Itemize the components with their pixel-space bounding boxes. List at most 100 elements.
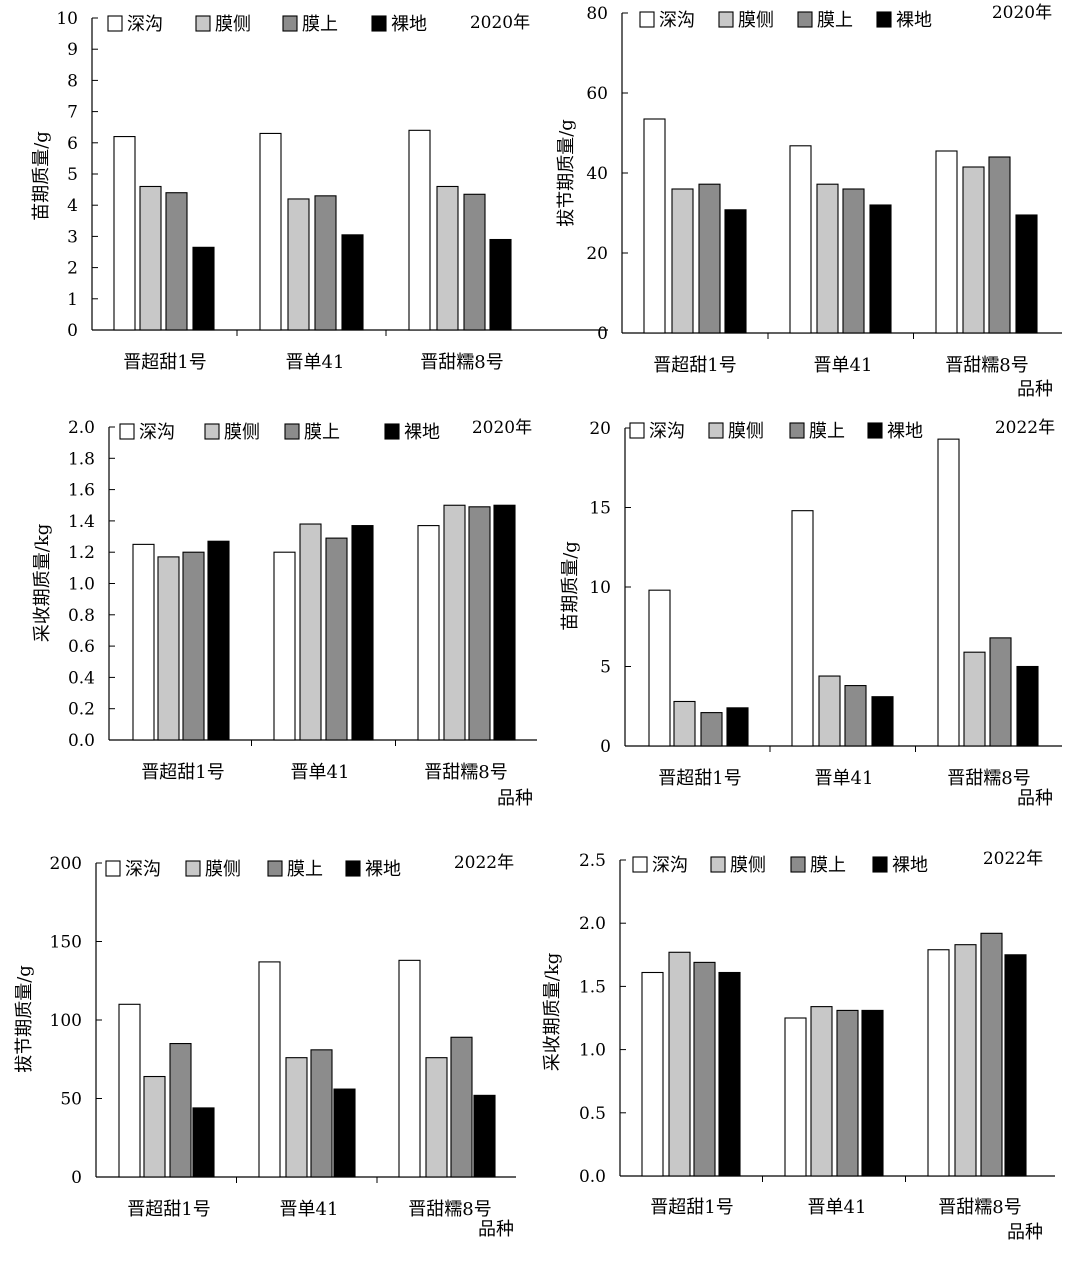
y-tick-label: 5 — [67, 165, 78, 185]
x-tick-label: 晋甜糯8号 — [938, 1197, 1021, 1218]
year-label: 2022年 — [983, 849, 1043, 869]
y-tick-label: 2.0 — [579, 914, 606, 934]
legend-label-裸地: 裸地 — [892, 855, 928, 876]
x-tick-label: 晋超甜1号 — [653, 355, 736, 376]
x-tick-label: 晋超甜1号 — [650, 1197, 733, 1218]
bar-膜上-晋单41 — [844, 685, 867, 747]
legend-label-深沟: 深沟 — [649, 421, 685, 442]
y-tick-label: 3 — [67, 227, 78, 247]
bar-膜上-晋超甜1号 — [693, 961, 716, 1177]
bar-膜侧-晋单41 — [818, 675, 841, 747]
legend-label-膜上: 膜上 — [817, 10, 853, 31]
bar-裸地-晋甜糯8号 — [493, 504, 516, 741]
x-tick-label: 晋超甜1号 — [123, 352, 206, 373]
legend-swatch-裸地 — [345, 860, 361, 877]
bar-深沟-晋单41 — [258, 961, 281, 1178]
bar-深沟-晋单41 — [273, 551, 296, 741]
y-tick-label: 10 — [589, 578, 611, 598]
y-tick-label: 0.8 — [68, 606, 95, 626]
year-label: 2022年 — [454, 853, 514, 873]
bar-膜侧-晋甜糯8号 — [436, 185, 459, 331]
bar-深沟-晋单41 — [259, 132, 282, 331]
legend-label-膜侧: 膜侧 — [730, 855, 766, 876]
legend-swatch-膜侧 — [718, 11, 734, 28]
bar-膜上-晋甜糯8号 — [450, 1036, 473, 1178]
legend-label-深沟: 深沟 — [127, 14, 163, 35]
bar-膜上-晋甜糯8号 — [988, 156, 1011, 334]
y-tick-label: 2.0 — [68, 418, 95, 438]
bar-裸地-晋超甜1号 — [192, 246, 215, 331]
x-axis-title: 品种 — [1017, 379, 1053, 400]
y-tick-label: 6 — [67, 134, 78, 154]
legend-swatch-深沟 — [629, 422, 645, 439]
legend-label-膜上: 膜上 — [810, 855, 846, 876]
legend-swatch-膜侧 — [710, 856, 726, 873]
legend-swatch-裸地 — [872, 856, 888, 873]
bar-深沟-晋甜糯8号 — [927, 949, 950, 1177]
bar-裸地-晋超甜1号 — [726, 707, 749, 747]
legend-label-膜侧: 膜侧 — [728, 421, 764, 442]
x-axis-title: 品种 — [478, 1219, 514, 1240]
bar-膜侧-晋甜糯8号 — [425, 1057, 448, 1178]
y-tick-label: 1.0 — [68, 575, 95, 595]
bar-深沟-晋超甜1号 — [113, 136, 136, 331]
bar-膜上-晋甜糯8号 — [980, 932, 1003, 1177]
bar-膜侧-晋超甜1号 — [143, 1075, 166, 1178]
bar-深沟-晋甜糯8号 — [935, 150, 958, 334]
bar-膜侧-晋单41 — [810, 1006, 833, 1177]
bar-裸地-晋超甜1号 — [724, 209, 747, 334]
y-tick-label: 0.2 — [68, 700, 95, 720]
y-tick-label: 40 — [586, 164, 608, 184]
bar-膜侧-晋超甜1号 — [671, 188, 694, 334]
bar-裸地-晋单41 — [861, 1009, 884, 1177]
legend-swatch-深沟 — [639, 11, 655, 28]
bar-膜侧-晋超甜1号 — [157, 556, 180, 741]
x-tick-label: 晋超甜1号 — [141, 762, 224, 783]
legend-swatch-深沟 — [107, 15, 123, 32]
bar-裸地-晋甜糯8号 — [1015, 214, 1038, 334]
y-tick-label: 10 — [56, 9, 78, 29]
legend-swatch-膜上 — [790, 856, 806, 873]
x-tick-label: 晋单41 — [815, 768, 874, 789]
x-tick-label: 晋甜糯8号 — [420, 352, 503, 373]
y-tick-label: 1 — [67, 290, 78, 310]
legend-label-膜上: 膜上 — [809, 421, 845, 442]
x-tick-label: 晋单41 — [808, 1197, 867, 1218]
legend-label-裸地: 裸地 — [404, 422, 440, 443]
x-tick-label: 晋甜糯8号 — [947, 768, 1030, 789]
bar-裸地-晋单41 — [869, 204, 892, 334]
legend-swatch-膜上 — [797, 11, 813, 28]
bar-膜侧-晋甜糯8号 — [443, 504, 466, 741]
x-tick-label: 晋甜糯8号 — [424, 762, 507, 783]
bar-深沟-晋单41 — [784, 1017, 807, 1177]
bar-膜上-晋单41 — [314, 195, 337, 331]
legend-label-膜侧: 膜侧 — [738, 10, 774, 31]
x-tick-label: 晋单41 — [814, 355, 873, 376]
y-axis-title: 拔节期质量/g — [14, 965, 35, 1073]
x-axis-title: 品种 — [1007, 1222, 1043, 1243]
y-tick-label: 1.0 — [579, 1041, 606, 1061]
bar-膜侧-晋甜糯8号 — [962, 166, 985, 334]
legend-label-膜上: 膜上 — [287, 859, 323, 880]
bar-膜上-晋甜糯8号 — [463, 193, 486, 331]
bar-裸地-晋超甜1号 — [207, 540, 230, 741]
bar-裸地-晋甜糯8号 — [1016, 665, 1039, 747]
x-axis-title: 品种 — [497, 788, 533, 809]
bar-膜上-晋单41 — [842, 188, 865, 334]
y-tick-label: 2.5 — [579, 851, 606, 871]
legend-label-裸地: 裸地 — [391, 14, 427, 35]
bar-深沟-晋甜糯8号 — [417, 525, 440, 741]
y-axis-title: 苗期质量/g — [560, 541, 581, 631]
legend-label-深沟: 深沟 — [652, 855, 688, 876]
x-tick-label: 晋超甜1号 — [127, 1199, 210, 1220]
y-tick-label: 0.5 — [579, 1104, 606, 1124]
y-tick-label: 100 — [50, 1011, 82, 1031]
legend-swatch-裸地 — [876, 11, 892, 28]
bar-裸地-晋超甜1号 — [192, 1107, 215, 1178]
bar-膜上-晋超甜1号 — [182, 551, 205, 741]
y-tick-label: 0 — [600, 737, 611, 757]
chart-panel-1: 0 1 2 3 4 5 6 7 8 9 10 晋超甜1号 晋单41 晋甜糯8号 苗期质量/g 2020年 深沟 膜… — [31, 9, 608, 373]
